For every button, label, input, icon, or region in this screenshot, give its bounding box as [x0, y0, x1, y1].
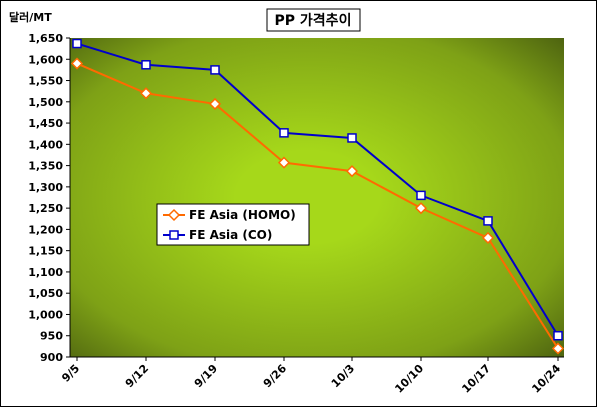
y-tick-label: 1,400	[28, 138, 63, 151]
plot-area	[70, 38, 564, 357]
y-tick-label: 1,200	[28, 223, 63, 236]
x-tick-label: 10/10	[392, 362, 426, 396]
data-point-co	[210, 65, 220, 75]
data-point-co	[416, 190, 426, 201]
title-box	[266, 8, 361, 32]
x-tick-label: 10/3	[329, 362, 357, 390]
x-tick-label: 10/24	[529, 362, 563, 396]
data-point-co	[72, 38, 82, 49]
x-tick-label: 10/17	[459, 362, 493, 396]
y-tick-label: 1,600	[28, 53, 63, 66]
series-line-0	[76, 62, 559, 350]
data-point-homo	[70, 57, 84, 70]
data-point-homo	[551, 342, 565, 355]
y-tick-label: 1,100	[28, 266, 63, 279]
data-point-co	[141, 60, 151, 70]
data-point-co	[279, 128, 289, 138]
legend-marker-co	[169, 230, 179, 240]
y-tick-label: 1,550	[28, 75, 63, 88]
legend-box	[156, 203, 310, 246]
series-line-1	[76, 42, 559, 337]
x-tick-label: 9/26	[261, 362, 290, 391]
y-tick-label: 1,300	[28, 181, 63, 194]
y-tick-label: 900	[40, 351, 63, 364]
y-tick-label: 1,050	[28, 287, 63, 300]
data-point-homo	[345, 165, 359, 178]
data-point-co	[553, 330, 563, 341]
y-tick-label: 1,450	[28, 117, 63, 130]
legend-label: FE Asia (HOMO)	[189, 208, 296, 222]
y-tick-label: 1,350	[28, 160, 63, 173]
y-tick-label: 1,650	[28, 32, 63, 45]
y-tick-label: 1,000	[28, 308, 63, 321]
data-point-co	[347, 133, 357, 143]
y-tick-label: 1,150	[28, 245, 63, 258]
x-tick-label: 9/5	[59, 362, 82, 385]
legend-marker-homo	[167, 208, 181, 222]
x-tick-label: 9/19	[192, 362, 220, 390]
y-axis-label: 달러/MT	[9, 10, 52, 24]
data-point-homo	[139, 87, 153, 100]
y-tick-label: 1,500	[28, 96, 63, 109]
data-point-homo	[277, 156, 291, 169]
data-point-homo	[481, 231, 495, 244]
data-point-homo	[208, 97, 222, 110]
y-tick-label: 950	[40, 330, 63, 343]
chart-title: PP 가격추이	[275, 12, 352, 29]
data-point-co	[483, 216, 493, 226]
x-tick-label: 9/12	[123, 362, 151, 390]
data-point-homo	[414, 202, 428, 215]
y-tick-label: 1,250	[28, 202, 63, 215]
legend-label: FE Asia (CO)	[189, 228, 272, 242]
